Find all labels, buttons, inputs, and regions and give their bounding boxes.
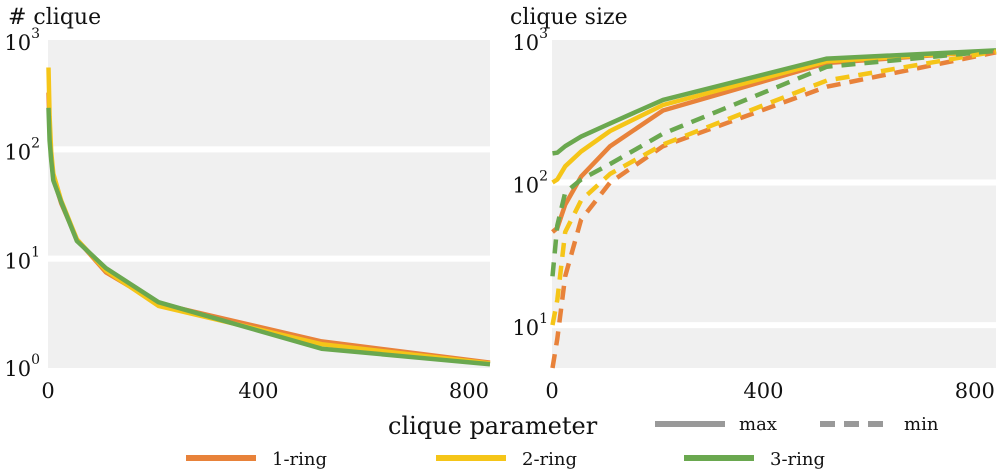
y-tick-label: 103 — [4, 26, 40, 55]
y-tick-label: 102 — [4, 135, 40, 164]
plot-background — [552, 40, 996, 368]
series-line-3-ring-max — [552, 48, 997, 156]
y-tick-label: 103 — [512, 26, 548, 55]
y-tick-label: 102 — [512, 169, 548, 198]
x-tick-label: 400 — [238, 379, 278, 403]
x-tick-label: 0 — [41, 379, 54, 403]
legend-label-3-ring: 3-ring — [770, 449, 825, 470]
y-tick-label: 101 — [512, 311, 548, 340]
x-tick-label: 0 — [545, 379, 558, 403]
series-line-3-ring — [46, 107, 491, 367]
legend-title: clique parameter — [388, 412, 598, 440]
panel-clique-count: # clique 100 101 102 103 0 400 800 — [4, 5, 491, 403]
legend-label-2-ring: 2-ring — [522, 449, 577, 470]
panel-clique-size: clique size 101 102 103 0 400 800 — [510, 5, 997, 403]
series-line-2-ring-min — [550, 49, 997, 326]
x-tick-label: 800 — [955, 379, 995, 403]
x-tick-label: 400 — [743, 379, 783, 403]
y-tick-label: 101 — [4, 245, 40, 274]
series-line-3-ring-min — [550, 48, 997, 277]
legend: clique parameter max min 1-ring 2-ring 3-ring — [186, 412, 939, 470]
legend-label-1-ring: 1-ring — [272, 449, 327, 470]
plot-background — [48, 40, 490, 368]
y-tick-label: 100 — [4, 352, 40, 381]
legend-label-min: min — [904, 414, 939, 435]
panel-title: # clique — [8, 5, 101, 30]
x-tick-label: 800 — [449, 379, 489, 403]
series-line-2-ring-max — [551, 48, 997, 185]
panel-title: clique size — [510, 5, 628, 30]
legend-label-max: max — [739, 414, 777, 435]
